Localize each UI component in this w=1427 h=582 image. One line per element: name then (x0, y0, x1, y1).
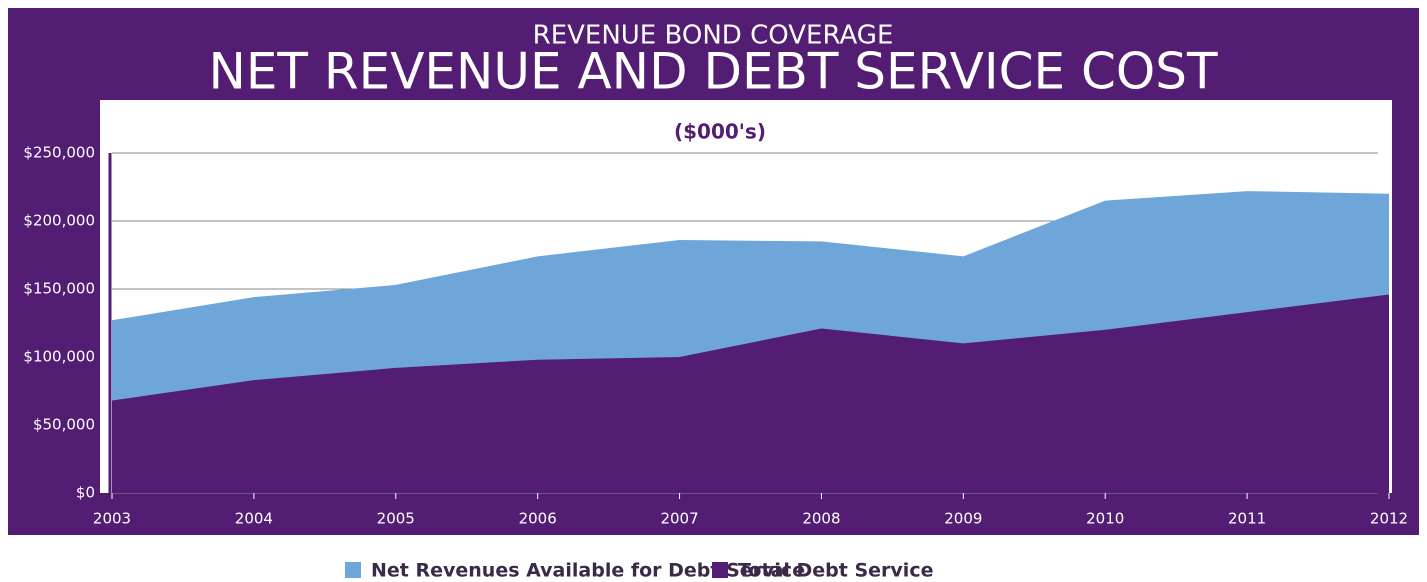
y-tick-label: $200,000 (23, 212, 95, 230)
x-tick-label: 2009 (944, 510, 982, 528)
x-tick-label: 2010 (1086, 510, 1124, 528)
chart-title: NET REVENUE AND DEBT SERVICE COST (208, 43, 1218, 101)
subtitle: ($000's) (674, 120, 766, 144)
x-tick-label: 2011 (1228, 510, 1266, 528)
y-tick-label: $250,000 (23, 144, 95, 162)
x-tick-label: 2007 (660, 510, 698, 528)
legend-label: Total Debt Service (738, 560, 933, 582)
area (112, 294, 1389, 493)
x-tick-label: 2012 (1370, 510, 1408, 528)
supertitle: REVENUE BOND COVERAGE (533, 21, 894, 51)
y-tick-label: $100,000 (23, 348, 95, 366)
x-tick-label: 2005 (377, 510, 415, 528)
x-tick-label: 2003 (93, 510, 131, 528)
y-tick-label: $50,000 (33, 416, 95, 434)
legend-label: Net Revenues Available for Debt Service (371, 560, 805, 582)
x-tick-label: 2006 (519, 510, 557, 528)
legend-swatch (345, 562, 361, 578)
x-tick-label: 2004 (235, 510, 273, 528)
y-tick-label: $150,000 (23, 280, 95, 298)
legend-swatch (712, 562, 728, 578)
x-tick-label: 2008 (802, 510, 840, 528)
y-tick-label: $0 (76, 484, 95, 502)
